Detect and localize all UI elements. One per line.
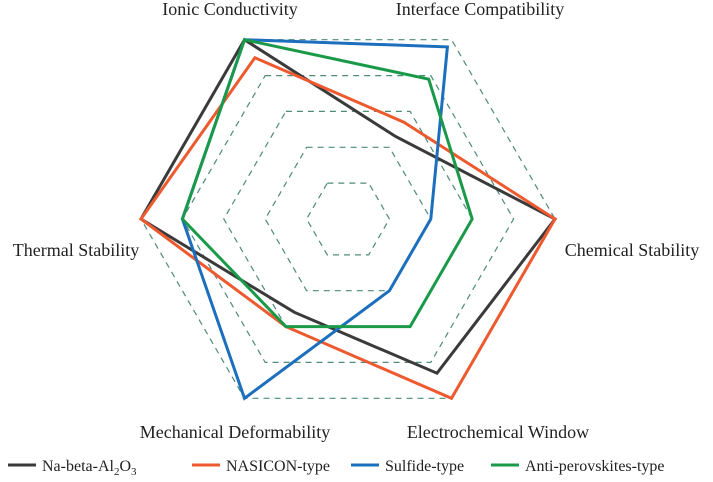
axis-label-electrochemical-window: Electrochemical Window [407, 422, 589, 442]
axis-label-mechanical-deformability: Mechanical Deformability [140, 422, 330, 442]
legend-item-nasicon: NASICON-type [192, 458, 330, 475]
legend-label-sulfide: Sulfide-type [385, 458, 464, 475]
legend: Na-beta-Al2O3 NASICON-type Sulfide-type … [8, 458, 665, 477]
legend-label-nasicon: NASICON-type [226, 458, 330, 475]
axis-label-interface-compatibility: Interface Compatibility [396, 0, 564, 19]
axis-label-chemical-stability: Chemical Stability [565, 240, 699, 260]
grid-ring-2 [265, 147, 431, 290]
series-sulfide-type [182, 40, 447, 399]
legend-item-sulfide: Sulfide-type [351, 458, 464, 475]
legend-item-anti-perovskites: Anti-perovskites-type [491, 458, 665, 475]
grid-ring-1 [307, 183, 390, 255]
axis-labels: Ionic Conductivity Interface Compatibili… [13, 0, 699, 442]
legend-label-anti-perovskites: Anti-perovskites-type [525, 458, 665, 475]
series-line-sulfide-type [182, 40, 447, 399]
radar-grid [141, 40, 555, 399]
axis-label-ionic-conductivity: Ionic Conductivity [162, 0, 297, 19]
grid-ring-5 [141, 40, 555, 399]
legend-item-na-beta-alumina: Na-beta-Al2O3 [8, 458, 137, 477]
axis-label-thermal-stability: Thermal Stability [13, 240, 139, 260]
legend-label-na-beta-alumina: Na-beta-Al2O3 [42, 458, 137, 477]
grid-ring-4 [182, 76, 513, 363]
radar-series-group [141, 40, 555, 399]
